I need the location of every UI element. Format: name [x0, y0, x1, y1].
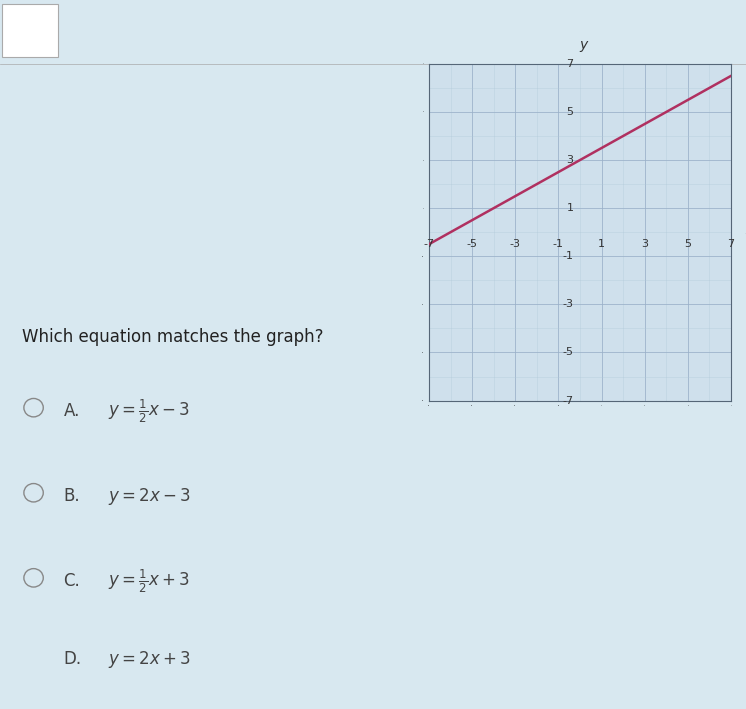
Text: 3: 3 [566, 155, 574, 165]
Text: $y = \frac{1}{2}x - 3$: $y = \frac{1}{2}x - 3$ [108, 398, 189, 425]
Text: C.: C. [63, 572, 80, 591]
Text: 1: 1 [566, 203, 574, 213]
Text: -5: -5 [562, 347, 574, 357]
Text: -7: -7 [562, 396, 574, 406]
Text: 3: 3 [642, 240, 648, 250]
Text: A.: A. [63, 402, 80, 420]
Text: D.: D. [63, 650, 81, 669]
Text: $y = \frac{1}{2}x + 3$: $y = \frac{1}{2}x + 3$ [108, 568, 189, 595]
Text: B.: B. [63, 487, 80, 506]
Text: -3: -3 [510, 240, 521, 250]
Text: -1: -1 [553, 240, 564, 250]
Text: 1: 1 [25, 21, 35, 39]
Text: $y$: $y$ [579, 40, 589, 55]
Text: 5: 5 [566, 107, 574, 117]
Text: 5: 5 [684, 240, 692, 250]
Text: 1: 1 [598, 240, 605, 250]
Text: -5: -5 [466, 240, 477, 250]
Text: -7: -7 [424, 240, 434, 250]
Text: Which equation matches the graph?: Which equation matches the graph? [22, 328, 324, 346]
FancyBboxPatch shape [2, 4, 58, 57]
Text: -3: -3 [562, 299, 574, 309]
Text: $y = 2x - 3$: $y = 2x - 3$ [108, 486, 191, 507]
Text: $y = 2x + 3$: $y = 2x + 3$ [108, 649, 191, 670]
Text: -1: -1 [562, 251, 574, 261]
Text: 7: 7 [727, 240, 735, 250]
Text: 7: 7 [566, 59, 574, 69]
Text: $x$: $x$ [745, 223, 746, 237]
